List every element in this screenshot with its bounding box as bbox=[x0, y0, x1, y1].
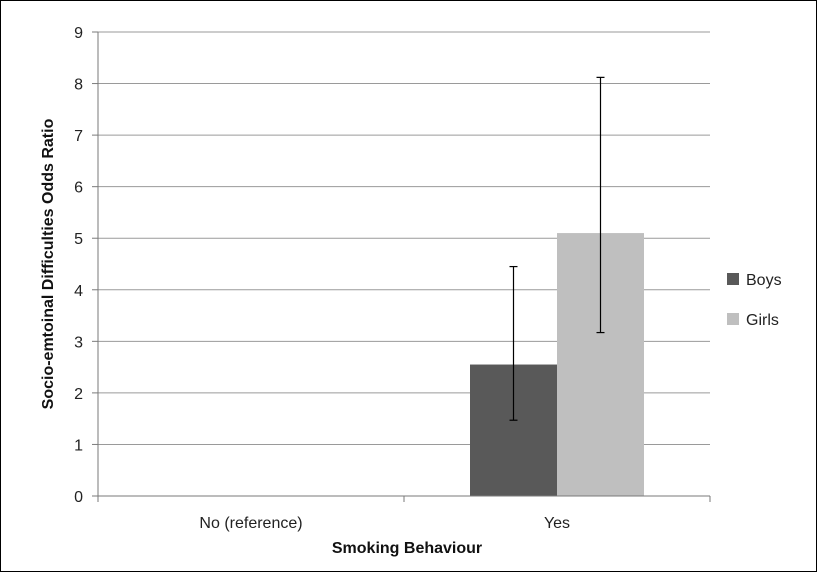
legend-label: Girls bbox=[746, 312, 779, 329]
axes bbox=[92, 31, 711, 502]
y-tick-label: 1 bbox=[74, 437, 83, 454]
y-tick-label: 2 bbox=[74, 386, 83, 403]
legend-swatch bbox=[727, 313, 739, 325]
legend-item-girls: Girls bbox=[727, 312, 779, 329]
legend-label: Boys bbox=[746, 272, 782, 289]
error-bars bbox=[509, 76, 605, 421]
y-tick-label: 6 bbox=[74, 180, 83, 197]
x-tick-labels: No (reference) Yes bbox=[199, 515, 570, 532]
legend-item-boys: Boys bbox=[727, 272, 782, 289]
x-axis-title: Smoking Behaviour bbox=[332, 540, 482, 557]
y-tick-label: 4 bbox=[74, 283, 83, 300]
legend-swatch bbox=[727, 273, 739, 285]
error-bar-girls-1 bbox=[596, 76, 605, 334]
y-tick-labels: 0 1 2 3 4 5 6 7 8 9 bbox=[74, 25, 83, 506]
legend: Boys Girls bbox=[727, 272, 782, 329]
y-tick-label: 3 bbox=[74, 334, 83, 351]
y-tick-label: 8 bbox=[74, 77, 83, 94]
y-tick-label: 9 bbox=[74, 25, 83, 42]
y-tick-label: 7 bbox=[74, 128, 83, 145]
bars bbox=[470, 233, 644, 497]
x-tick-label: Yes bbox=[544, 515, 570, 532]
y-tick-label: 0 bbox=[74, 489, 83, 506]
gridlines bbox=[98, 31, 710, 445]
x-tick-label: No (reference) bbox=[199, 515, 302, 532]
y-tick-label: 5 bbox=[74, 231, 83, 248]
y-axis-title: Socio-emtoinal Difficulties Odds Ratio bbox=[40, 118, 57, 409]
error-bar-boys-1 bbox=[509, 265, 518, 421]
